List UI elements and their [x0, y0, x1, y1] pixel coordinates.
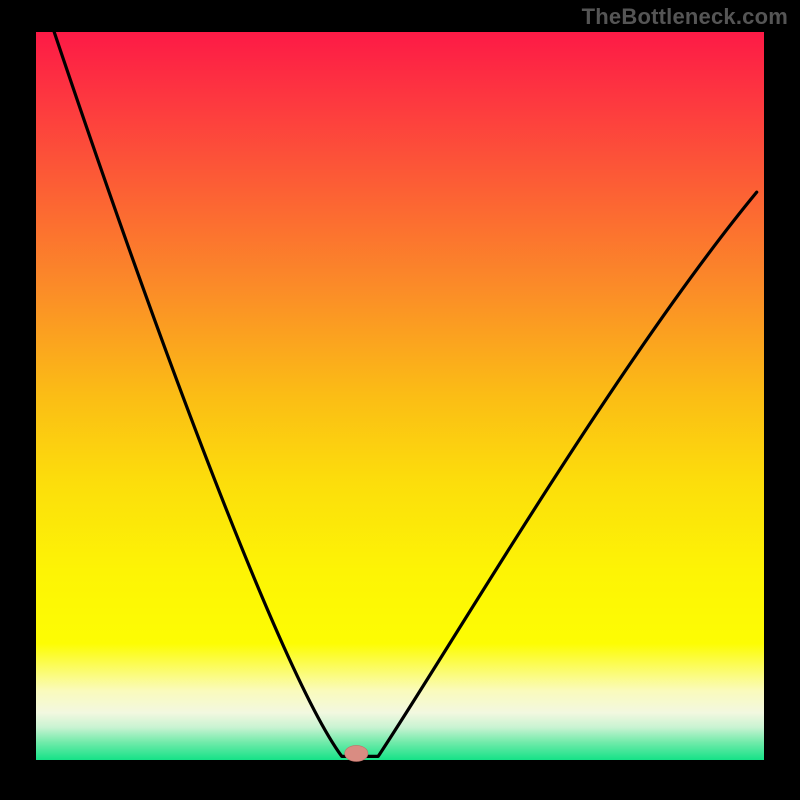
- watermark-text: TheBottleneck.com: [582, 4, 788, 30]
- optimum-marker: [345, 745, 368, 761]
- bottleneck-chart: [0, 0, 800, 800]
- chart-container: TheBottleneck.com: [0, 0, 800, 800]
- plot-background: [36, 32, 764, 760]
